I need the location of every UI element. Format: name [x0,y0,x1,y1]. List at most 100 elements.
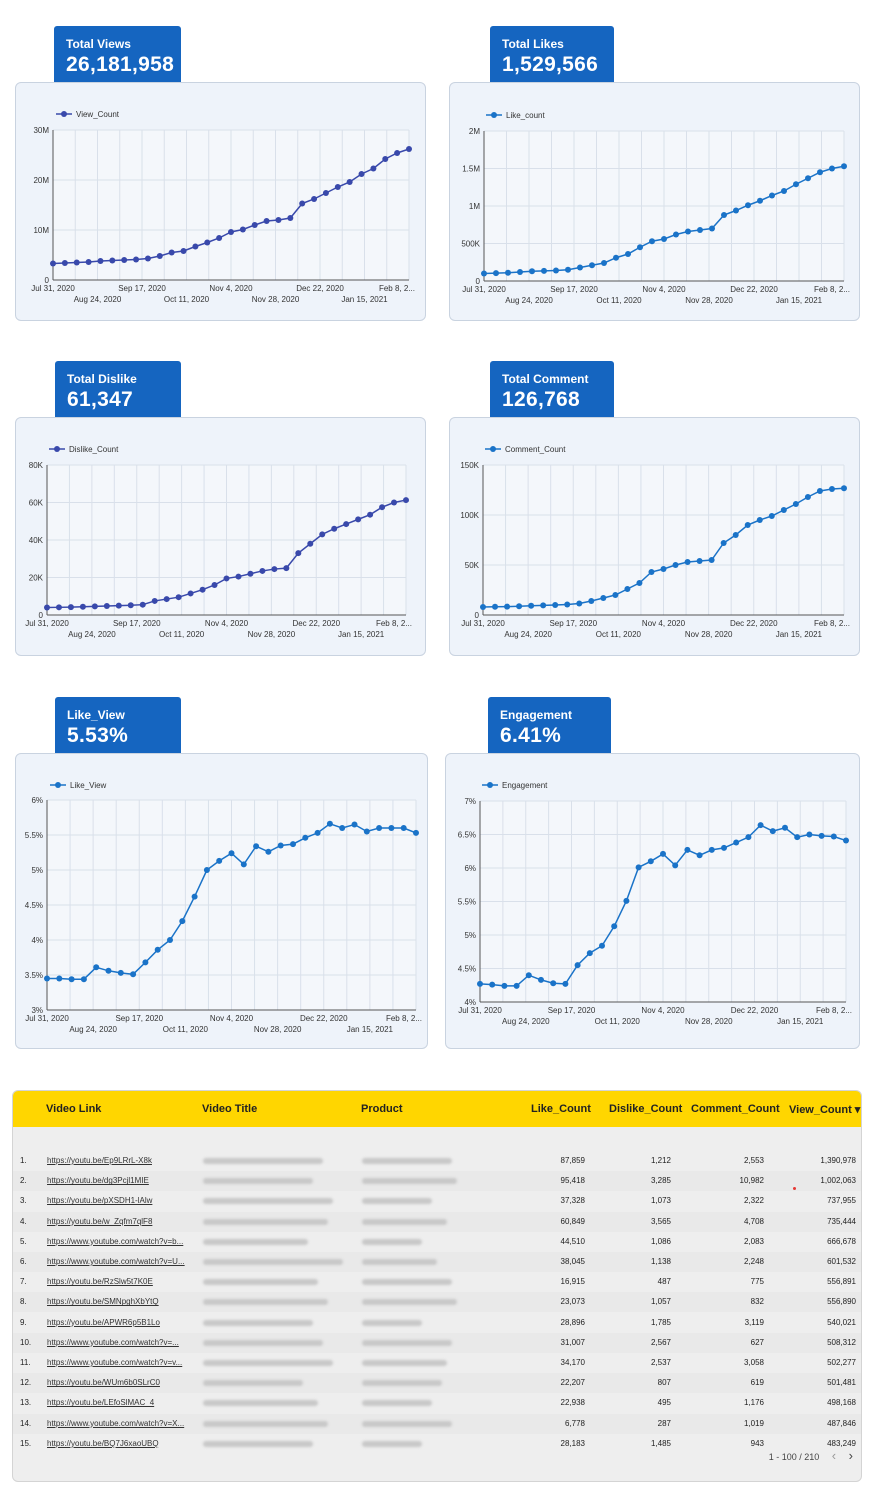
data-point[interactable] [367,511,374,518]
data-point[interactable] [105,967,112,974]
data-point[interactable] [672,562,679,568]
data-point[interactable] [265,848,272,855]
data-point[interactable] [400,825,407,831]
data-point[interactable] [130,971,137,978]
data-point[interactable] [79,603,86,610]
data-point[interactable] [660,566,667,572]
data-point[interactable] [93,964,100,971]
data-point[interactable] [253,843,260,850]
data-point[interactable] [216,857,223,864]
data-point[interactable] [830,833,837,840]
data-point[interactable] [314,829,321,836]
data-point[interactable] [589,262,595,269]
data-point[interactable] [540,602,547,609]
col-like-count[interactable]: Like_Count [531,1103,591,1115]
data-point[interactable] [346,179,353,185]
col-video-link[interactable]: Video Link [46,1103,102,1115]
data-point[interactable] [302,834,309,841]
data-point[interactable] [259,567,266,574]
data-point[interactable] [565,266,571,273]
data-point[interactable] [133,256,140,263]
table-row[interactable]: 9. https://youtu.be/APWR6p5B1Lo 28,896 1,78… [13,1313,861,1333]
data-point[interactable] [647,858,654,865]
data-point[interactable] [73,259,80,266]
col-dislike-count[interactable]: Dislike_Count [609,1103,683,1115]
data-point[interactable] [577,264,583,271]
table-row[interactable]: 4. https://youtu.be/w_Zqfm7qlF8 60,849 3,56… [13,1211,861,1232]
data-point[interactable] [794,834,801,841]
data-point[interactable] [144,255,151,262]
data-point[interactable] [733,207,739,214]
data-point[interactable] [235,573,242,580]
data-point[interactable] [223,575,230,582]
data-point[interactable] [191,893,198,900]
table-row[interactable]: 15. https://youtu.be/BQ7J6xaoUBQ 28,183 1,4… [13,1434,861,1454]
col-view-count[interactable]: View_Count ▾ [789,1104,861,1116]
table-row[interactable]: 13. https://youtu.be/LEfoSlMAC_4 22,938 495… [13,1393,861,1413]
data-point[interactable] [156,253,163,259]
data-point[interactable] [732,532,739,538]
data-point[interactable] [203,867,210,873]
data-point[interactable] [388,825,395,831]
table-row[interactable]: 1. https://youtu.be/Ep9LRrL-X8k 87,859 1,21… [13,1151,861,1171]
data-point[interactable] [806,831,813,838]
data-point[interactable] [623,897,630,904]
data-point[interactable] [80,976,87,983]
video-link[interactable]: https://youtu.be/RzSlw5t7K0E [47,1277,153,1287]
data-point[interactable] [142,959,149,966]
data-point[interactable] [696,852,703,859]
table-row[interactable]: 2. https://youtu.be/dg3Pcjl1MIE 95,418 3,28… [13,1171,861,1192]
data-point[interactable] [103,603,110,609]
data-point[interactable] [685,228,691,235]
video-link[interactable]: https://youtu.be/LEfoSlMAC_4 [47,1398,155,1408]
data-point[interactable] [721,212,727,218]
data-point[interactable] [331,525,338,532]
data-point[interactable] [525,972,532,979]
data-point[interactable] [805,175,811,182]
data-point[interactable] [636,580,643,586]
data-point[interactable] [167,937,173,943]
video-link[interactable]: https://youtu.be/pXSDH1-lAlw [47,1196,153,1206]
data-point[interactable] [684,846,691,853]
data-point[interactable] [187,590,194,597]
data-point[interactable] [492,603,499,610]
data-point[interactable] [793,181,799,188]
data-point[interactable] [287,215,294,221]
data-point[interactable] [67,604,74,611]
data-point[interactable] [804,494,811,500]
data-point[interactable] [394,150,401,156]
data-point[interactable] [179,918,186,925]
data-point[interactable] [211,582,218,588]
data-point[interactable] [307,540,314,547]
data-point[interactable] [528,602,535,609]
col-video-title[interactable]: Video Title [202,1103,258,1115]
data-point[interactable] [601,260,607,266]
video-link[interactable]: https://youtu.be/BQ7J6xaoUBQ [47,1438,159,1448]
data-point[interactable] [829,165,835,172]
video-link[interactable]: https://www.youtube.com/watch?v=b... [47,1236,184,1246]
data-point[interactable] [275,217,282,223]
data-point[interactable] [251,222,258,228]
data-point[interactable] [599,942,605,949]
data-point[interactable] [745,202,751,209]
data-point[interactable] [379,504,386,511]
data-point[interactable] [576,600,583,607]
data-point[interactable] [44,975,50,982]
data-point[interactable] [841,163,847,170]
data-point[interactable] [501,982,508,989]
data-point[interactable] [588,598,595,604]
video-link[interactable]: https://youtu.be/Ep9LRrL-X8k [47,1156,152,1165]
data-point[interactable] [192,243,199,250]
data-point[interactable] [263,218,270,224]
data-point[interactable] [50,260,56,267]
data-point[interactable] [363,828,370,835]
data-point[interactable] [613,254,619,261]
data-point[interactable] [228,229,234,235]
data-point[interactable] [477,980,483,987]
data-point[interactable] [649,238,655,245]
data-point[interactable] [769,192,775,199]
data-point[interactable] [85,259,92,265]
data-point[interactable] [553,267,559,274]
data-point[interactable] [612,592,619,598]
table-row[interactable]: 10. https://www.youtube.com/watch?v=... 31… [13,1332,861,1353]
